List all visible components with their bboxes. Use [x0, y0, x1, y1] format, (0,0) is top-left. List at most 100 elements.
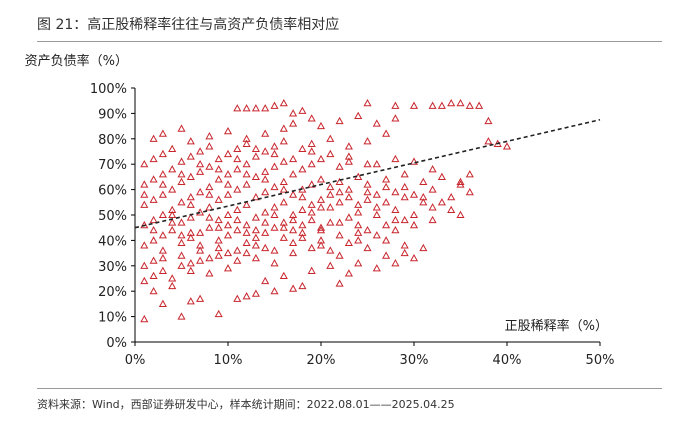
scatter-point — [251, 233, 260, 241]
scatter-point — [279, 223, 288, 231]
scatter-point — [261, 104, 270, 112]
scatter-point — [158, 253, 167, 262]
scatter-point — [205, 132, 214, 140]
scatter-point — [335, 251, 344, 259]
trend-line — [134, 118, 601, 229]
scatter-point — [409, 253, 419, 262]
scatter-point — [354, 259, 363, 267]
scatter-point — [251, 152, 260, 160]
scatter-point — [335, 198, 344, 206]
scatter-point — [409, 101, 419, 109]
scatter-point — [279, 198, 288, 206]
x-tick-label: 10% — [214, 353, 243, 368]
scatter-point — [456, 177, 465, 186]
scatter-point — [223, 126, 233, 135]
scatter-point — [149, 226, 158, 234]
scatter-point — [149, 154, 158, 163]
scatter-point — [140, 200, 149, 208]
y-tick-label: 60% — [98, 184, 127, 199]
scatter-point — [484, 116, 493, 125]
scatter-point — [233, 226, 242, 234]
scatter-point — [149, 256, 158, 264]
scatter-point — [168, 144, 177, 153]
scatter-point — [140, 261, 149, 269]
scatter-point — [223, 149, 233, 158]
scatter-point — [158, 231, 167, 239]
y-tick-label: 30% — [98, 260, 127, 275]
scatter-point — [372, 231, 381, 239]
scatter-point — [270, 142, 279, 150]
scatter-point — [270, 246, 279, 254]
scatter-point — [261, 218, 270, 226]
scatter-point — [214, 215, 223, 224]
scatter-point — [484, 137, 493, 145]
scatter-point — [158, 180, 167, 188]
scatter-point — [419, 198, 428, 206]
scatter-point — [437, 198, 446, 206]
scatter-point — [326, 203, 335, 211]
scatter-point — [391, 205, 400, 213]
scatter-point — [270, 210, 279, 219]
scatter-point — [363, 137, 372, 145]
scatter-point — [223, 210, 233, 219]
scatter-point — [242, 228, 251, 236]
scatter-point — [400, 182, 409, 191]
scatter-point — [400, 170, 409, 178]
scatter-point — [158, 210, 167, 219]
scatter-point — [316, 195, 326, 203]
scatter-point — [326, 190, 335, 198]
scatter-point — [242, 248, 251, 257]
scatter-point — [363, 187, 372, 196]
y-tick-label: 40% — [98, 234, 127, 249]
scatter-point — [140, 314, 149, 323]
scatter-point — [298, 192, 307, 201]
scatter-point — [307, 200, 316, 208]
scatter-point — [261, 187, 270, 196]
scatter-point — [363, 243, 372, 252]
scatter-point — [335, 116, 344, 125]
scatter-point — [465, 101, 474, 109]
scatter-point — [270, 149, 279, 158]
scatter-point — [456, 99, 465, 107]
scatter-point — [140, 159, 149, 168]
scatter-point — [289, 238, 298, 246]
scatter-point — [242, 200, 251, 208]
scatter-point — [363, 195, 372, 203]
scatter-point — [223, 220, 233, 229]
scatter-point — [316, 226, 326, 234]
scatter-point — [326, 149, 335, 158]
scatter-point — [140, 220, 149, 229]
scatter-point — [298, 281, 307, 290]
scatter-point — [298, 205, 307, 213]
scatter-point — [344, 142, 353, 150]
scatter-point — [149, 215, 158, 224]
scatter-point — [372, 203, 381, 211]
scatter-point — [409, 220, 419, 229]
scatter-point — [223, 190, 233, 198]
scatter-point — [316, 154, 326, 163]
scatter-point — [344, 213, 353, 221]
scatter-point — [251, 241, 260, 249]
scatter-point — [177, 261, 186, 269]
scatter-point — [307, 159, 316, 168]
scatter-point — [437, 172, 446, 180]
scatter-point — [242, 292, 251, 300]
scatter-point — [261, 175, 270, 183]
scatter-point — [354, 228, 363, 236]
scatter-point — [428, 203, 437, 211]
scatter-point — [196, 228, 205, 236]
scatter-point — [205, 203, 214, 211]
scatter-point — [428, 101, 437, 109]
scatter-point — [233, 256, 242, 264]
scatter-point — [196, 246, 205, 254]
scatter-point — [168, 274, 177, 282]
scatter-point — [289, 284, 298, 292]
scatter-point — [447, 192, 456, 201]
y-tick-label: 70% — [98, 158, 127, 173]
scatter-point — [251, 104, 260, 112]
scatter-point — [177, 218, 186, 226]
scatter-point — [307, 180, 316, 188]
scatter-point — [289, 248, 298, 257]
scatter-point — [391, 101, 400, 109]
